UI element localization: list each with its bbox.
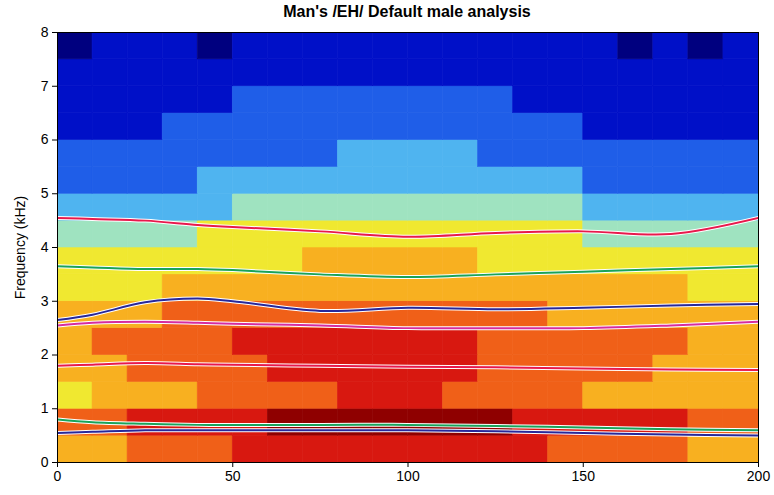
svg-text:0: 0: [54, 468, 62, 484]
svg-text:1: 1: [41, 400, 49, 416]
svg-text:200: 200: [747, 468, 771, 484]
svg-text:100: 100: [396, 468, 420, 484]
svg-text:Frequency (kHz): Frequency (kHz): [12, 196, 28, 299]
svg-text:4: 4: [41, 239, 49, 255]
svg-text:8: 8: [41, 24, 49, 40]
svg-text:150: 150: [572, 468, 596, 484]
svg-text:6: 6: [41, 131, 49, 147]
svg-text:7: 7: [41, 78, 49, 94]
svg-text:3: 3: [41, 293, 49, 309]
svg-text:50: 50: [225, 468, 241, 484]
svg-text:0: 0: [41, 454, 49, 470]
svg-text:2: 2: [41, 346, 49, 362]
html-text:Man's /EH/ Default male analys: Man's /EH/ Default male analysis: [283, 3, 531, 20]
svg-text:5: 5: [41, 185, 49, 201]
